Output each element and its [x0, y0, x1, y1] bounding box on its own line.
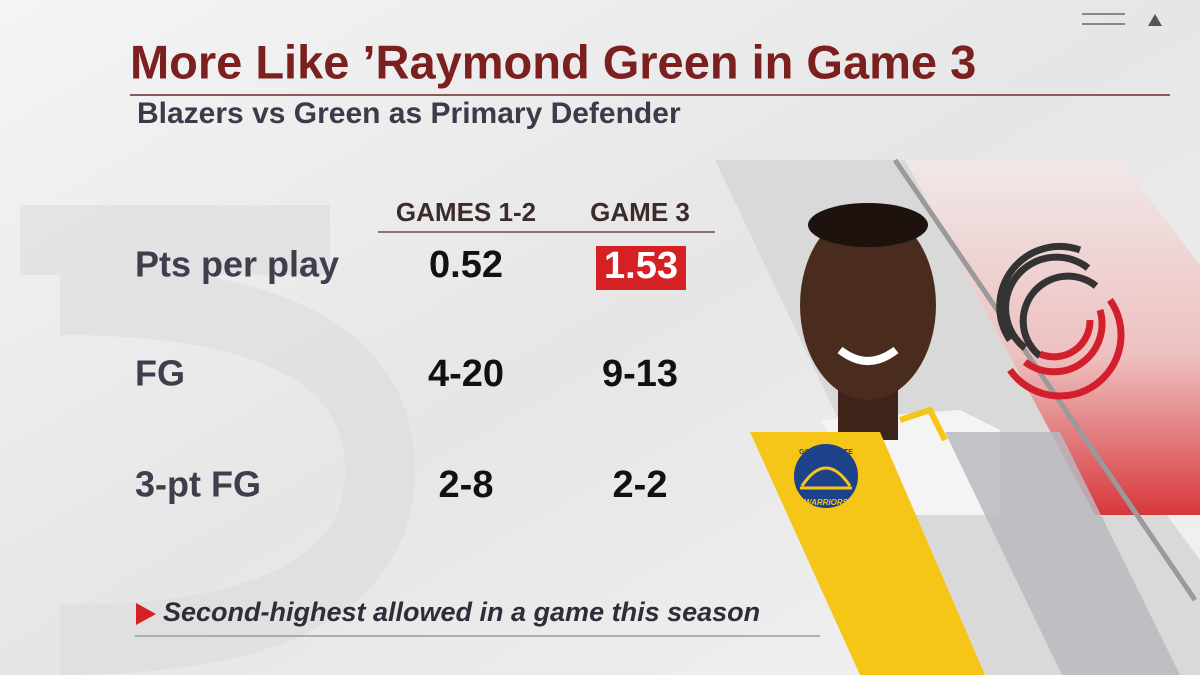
title: More Like ’Raymond Green in Game 3 — [130, 35, 976, 88]
warriors-logo: GOLDEN STATE WARRIORS — [790, 440, 862, 512]
background-watermark — [20, 205, 416, 675]
footnote: Second-highest allowed in a game this se… — [163, 597, 760, 627]
cell: 9-13 — [602, 353, 678, 395]
highlight-box — [596, 246, 686, 290]
row-label: FG — [135, 353, 185, 394]
cell: 0.52 — [429, 244, 503, 286]
row-label: Pts per play — [135, 244, 339, 285]
cell: 1.53 — [604, 245, 678, 287]
logo-text: GOLDEN STATE — [799, 449, 853, 456]
red-panel — [905, 160, 1200, 515]
subtitle: Blazers vs Green as Primary Defender — [137, 97, 681, 130]
cell: 2-8 — [439, 464, 494, 506]
column-header: GAME 3 — [590, 197, 690, 227]
footnote-marker — [136, 603, 156, 625]
column-header: GAMES 1-2 — [396, 197, 536, 227]
menu-icon — [1082, 13, 1162, 26]
logo-text: WARRIORS — [804, 498, 849, 507]
cell: 2-2 — [613, 464, 668, 506]
artwork: GOLDEN STATE WARRIORS — [715, 158, 1200, 675]
divider — [892, 158, 1198, 602]
gray-stripe — [945, 432, 1180, 675]
blazers-logo — [996, 243, 1125, 400]
cell: 4-20 — [428, 353, 504, 395]
row-label: 3-pt FG — [135, 464, 261, 505]
